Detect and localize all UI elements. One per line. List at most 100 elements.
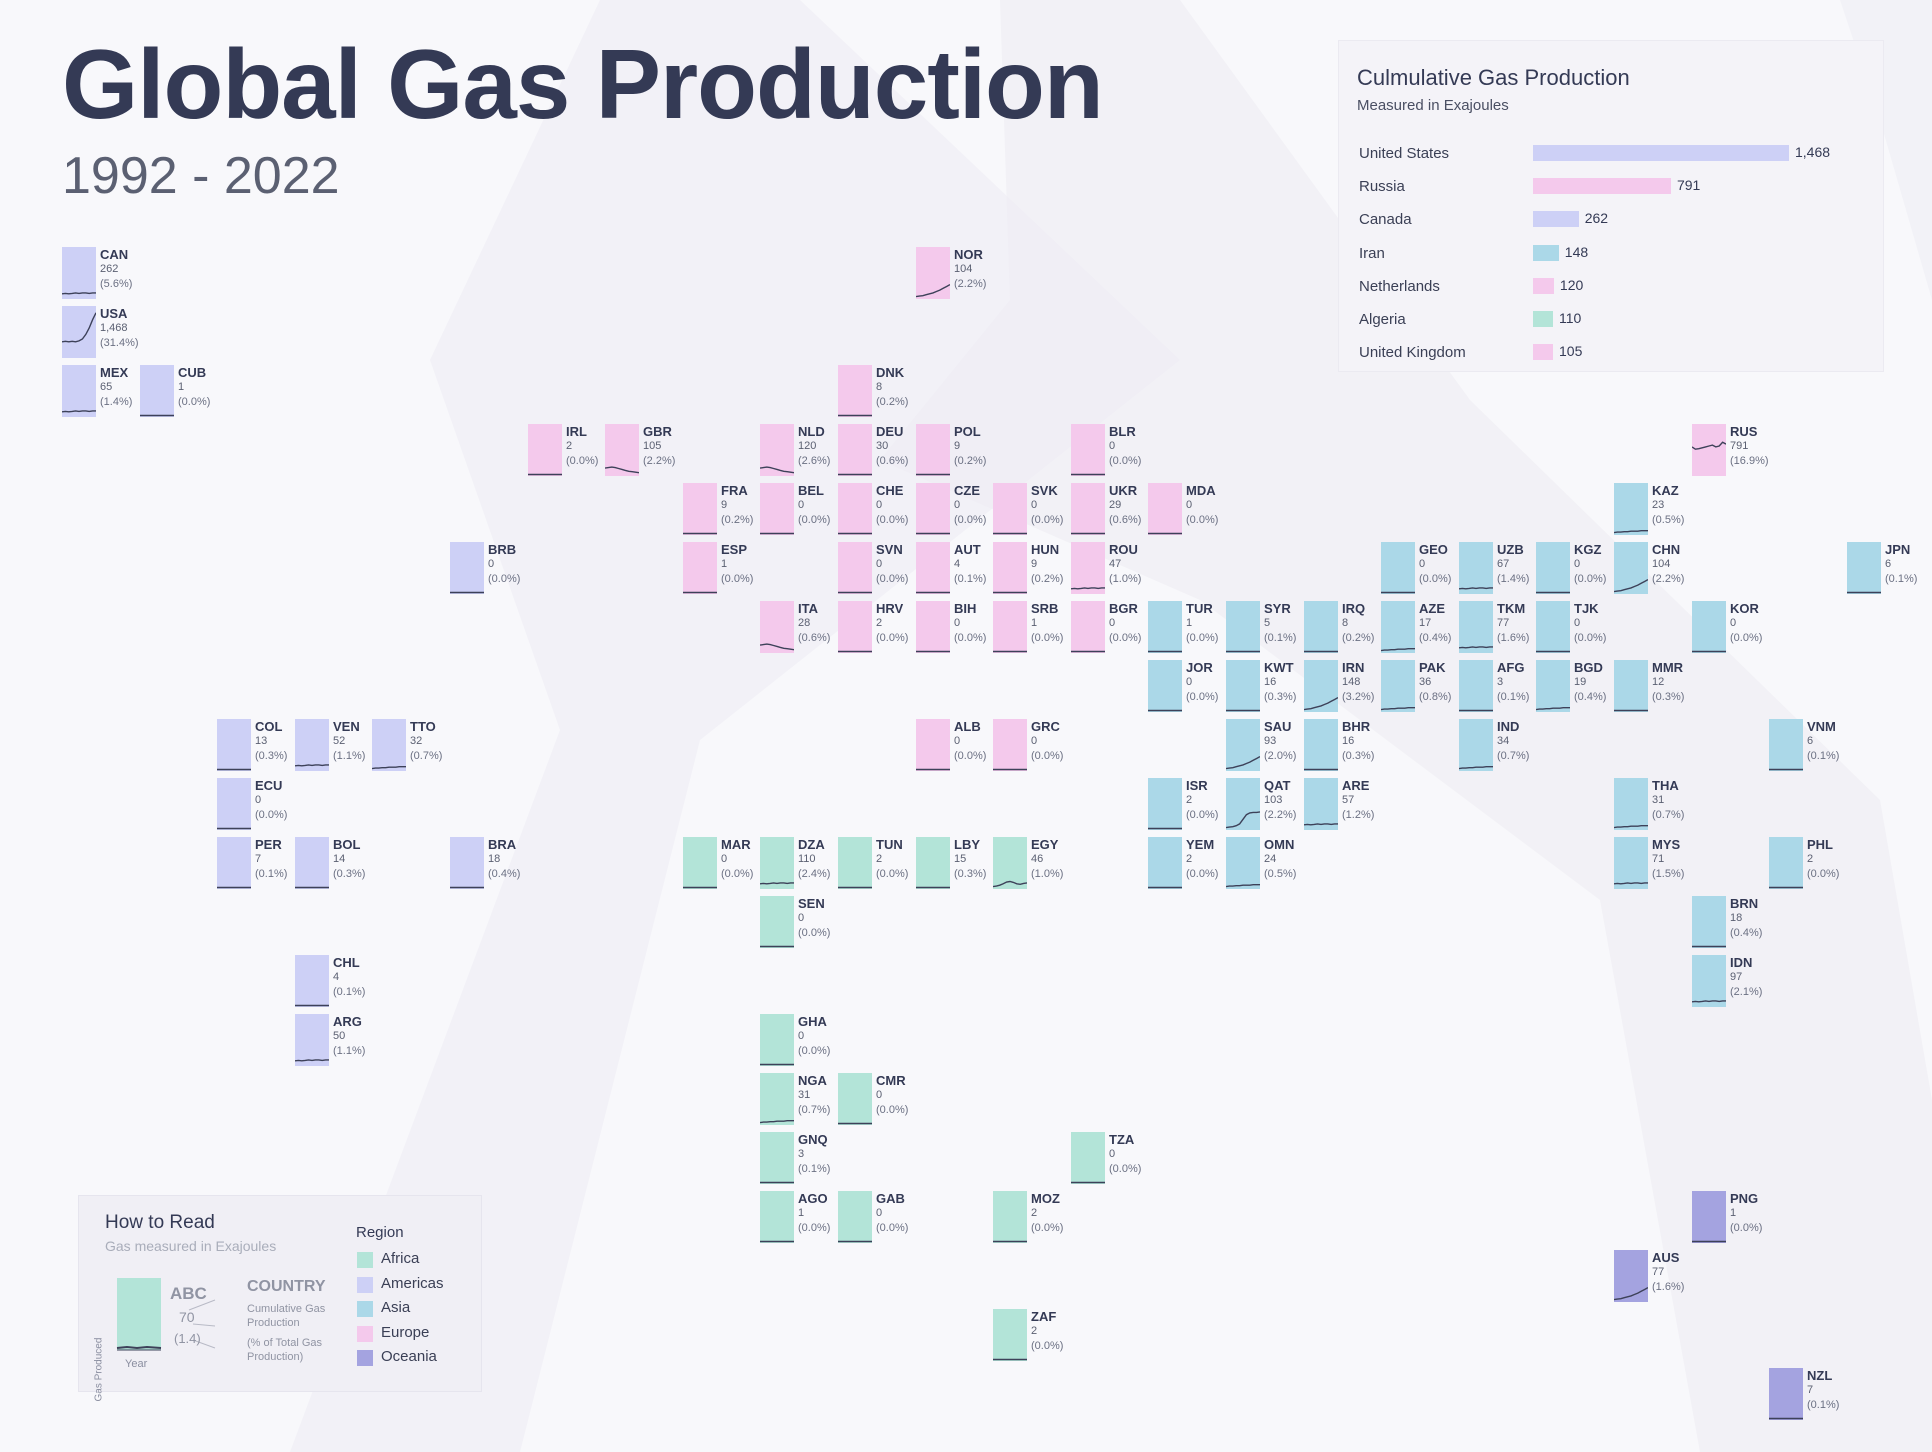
tile-value: 30 — [876, 440, 889, 452]
tile-code: EGY — [1031, 837, 1059, 852]
tile-label: BHR 16 (0.3%) — [1342, 719, 1374, 764]
tile-label: SVK 0 (0.0%) — [1031, 483, 1063, 528]
tile-pct: (0.0%) — [876, 868, 909, 880]
bar — [1533, 211, 1579, 228]
tile-pct: (2.6%) — [798, 455, 831, 467]
tile-pct: (0.1%) — [954, 573, 987, 585]
sparkline-line — [1614, 1286, 1648, 1301]
tile-label: BRB 0 (0.0%) — [488, 542, 520, 587]
bar-label: Russia — [1359, 178, 1405, 196]
sparkline-line — [1614, 825, 1648, 829]
tile-code: COL — [255, 719, 283, 734]
tile-pct: (0.7%) — [1497, 750, 1530, 762]
tile-value: 0 — [1109, 440, 1116, 452]
tile-label: IND 34 (0.7%) — [1497, 719, 1529, 764]
tile-label: ALB 0 (0.0%) — [954, 719, 986, 764]
tile-background — [1769, 719, 1803, 771]
tile-code: QAT — [1264, 778, 1291, 793]
tile-label: KAZ 23 (0.5%) — [1652, 483, 1684, 528]
tile-pct: (0.2%) — [954, 455, 987, 467]
tile-label: ESP 1 (0.0%) — [721, 542, 753, 587]
tile-pct: (0.0%) — [1186, 691, 1219, 703]
tile-pct: (0.5%) — [1652, 514, 1685, 526]
tile-code: BEL — [798, 483, 824, 498]
bar — [1533, 277, 1554, 294]
country-tile-yem: YEM 2 (0.0%) — [1148, 837, 1218, 889]
sparkline-line — [1692, 441, 1726, 450]
tile-pct: (0.0%) — [1574, 632, 1607, 644]
tile-value: 0 — [798, 912, 805, 924]
tile-value: 120 — [798, 440, 817, 452]
tile-value: 0 — [876, 499, 883, 511]
tile-background — [1381, 601, 1415, 653]
sparkline-line — [1614, 530, 1648, 534]
country-tile-bih: BIH 0 (0.0%) — [916, 601, 986, 653]
tile-pct: (0.0%) — [876, 573, 909, 585]
tile-label: FRA 9 (0.2%) — [721, 483, 753, 528]
sparkline-can — [62, 247, 96, 299]
tile-label: TJK 0 (0.0%) — [1574, 601, 1606, 646]
tile-background — [1692, 1191, 1726, 1243]
tile-value: 8 — [876, 381, 883, 393]
sparkline-bol — [295, 837, 329, 889]
tile-code: CHE — [876, 483, 904, 498]
tile-background — [1459, 719, 1493, 771]
tile-label: HRV 2 (0.0%) — [876, 601, 908, 646]
country-tile-chn: CHN 104 (2.2%) — [1614, 542, 1684, 594]
legend-swatch — [357, 1276, 373, 1293]
sparkline-are — [1304, 778, 1338, 830]
tile-value: 0 — [954, 499, 961, 511]
tile-label: CMR 0 (0.0%) — [876, 1073, 908, 1118]
tile-label: UKR 29 (0.6%) — [1109, 483, 1141, 528]
tile-pct: (0.5%) — [1264, 868, 1297, 880]
tile-value: 36 — [1419, 676, 1432, 688]
country-tile-tur: TUR 1 (0.0%) — [1148, 601, 1218, 653]
tile-pct: (0.4%) — [1574, 691, 1607, 703]
tile-background — [1304, 719, 1338, 771]
legend-label: Oceania — [381, 1348, 437, 1365]
tile-label: ARG 50 (1.1%) — [333, 1014, 365, 1059]
tile-label: DNK 8 (0.2%) — [876, 365, 908, 410]
tile-pct: (1.4%) — [100, 396, 133, 408]
tile-value: 0 — [1574, 558, 1581, 570]
tile-label: BIH 0 (0.0%) — [954, 601, 986, 646]
sparkline-hun — [993, 542, 1027, 594]
tile-value: 2 — [1031, 1325, 1038, 1337]
sparkline-kor — [1692, 601, 1726, 653]
tile-background — [993, 601, 1027, 653]
tile-pct: (5.6%) — [100, 278, 133, 290]
tile-pct: (0.1%) — [1264, 632, 1297, 644]
bar-value: 110 — [1559, 310, 1582, 326]
bar-value: 1,468 — [1795, 144, 1831, 160]
sparkline-blr — [1071, 424, 1105, 476]
tile-label: TUR 1 (0.0%) — [1186, 601, 1218, 646]
country-tile-arg: ARG 50 (1.1%) — [295, 1014, 365, 1066]
country-tile-zaf: ZAF 2 (0.0%) — [993, 1309, 1063, 1361]
tile-value: 9 — [1031, 558, 1038, 570]
tile-label: SAU 93 (2.0%) — [1264, 719, 1296, 764]
bar — [1533, 311, 1553, 327]
legend-swatch — [357, 1350, 373, 1366]
country-tile-nor: NOR 104 (2.2%) — [916, 247, 986, 299]
tile-value: 77 — [1652, 1266, 1665, 1278]
sparkline-cze — [916, 483, 950, 535]
tile-pct: (0.4%) — [1419, 632, 1452, 644]
tile-code: KAZ — [1652, 483, 1679, 498]
tile-code: HRV — [876, 601, 904, 616]
tile-pct: (1.0%) — [1109, 573, 1142, 585]
tile-code: CHN — [1652, 542, 1681, 557]
tile-label: LBY 15 (0.3%) — [954, 837, 986, 882]
tile-value: 7 — [255, 853, 262, 865]
tile-background — [1226, 660, 1260, 712]
tile-background — [372, 719, 406, 771]
country-tile-mar: MAR 0 (0.0%) — [683, 837, 753, 889]
tile-label: AUS 77 (1.6%) — [1652, 1250, 1684, 1295]
tile-code: GNQ — [798, 1132, 828, 1147]
example-label-pct: (% of Total Gas Production) — [247, 1337, 322, 1363]
tile-code: BIH — [954, 601, 977, 616]
sparkline-rus — [1692, 424, 1726, 476]
tile-pct: (1.2%) — [1342, 809, 1375, 821]
sparkline-deu — [838, 424, 872, 476]
tile-value: 1 — [1730, 1207, 1737, 1219]
sparkline-kaz — [1614, 483, 1648, 535]
